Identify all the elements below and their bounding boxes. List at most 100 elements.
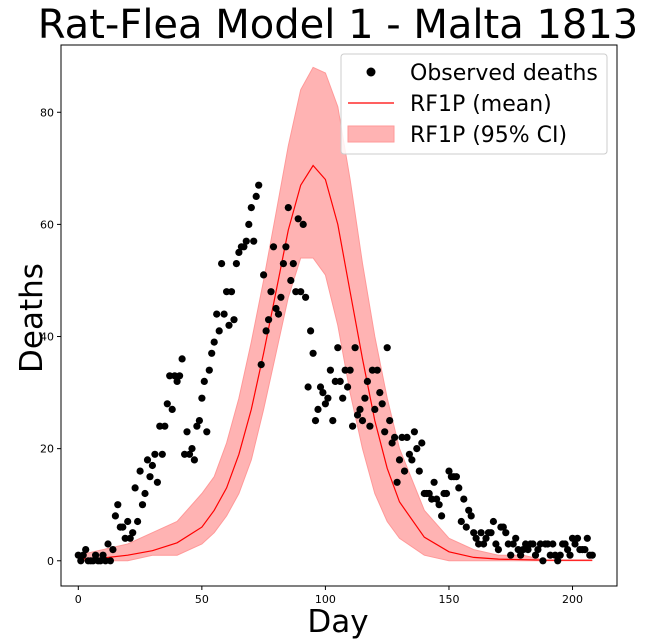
observed-point [267, 288, 275, 296]
observed-point [119, 523, 127, 531]
observed-point [353, 411, 362, 419]
observed-point [158, 450, 166, 458]
observed-point [96, 557, 105, 565]
observed-point [213, 310, 221, 318]
x-tick-label: 200 [562, 593, 583, 606]
observed-point [163, 400, 171, 408]
observed-point [203, 428, 211, 436]
observed-point [247, 204, 255, 212]
y-axis-label: Deaths [14, 263, 50, 373]
observed-point [512, 534, 520, 542]
observed-point [561, 540, 569, 548]
observed-point [366, 422, 374, 430]
observed-point [487, 529, 495, 537]
observed-point [433, 495, 441, 503]
observed-point [309, 349, 317, 357]
observed-point [319, 389, 327, 397]
observed-point [138, 501, 147, 509]
observed-point [304, 383, 312, 391]
legend-label: RF1P (mean) [410, 92, 552, 117]
plot-area [74, 66, 596, 565]
observed-point [134, 517, 142, 526]
observed-point [376, 389, 384, 397]
y-tick-label: 80 [40, 106, 54, 119]
observed-point [225, 321, 233, 329]
observed-point [316, 383, 325, 391]
observed-point [277, 293, 285, 301]
legend-marker-observed [366, 67, 376, 77]
legend-label: Observed deaths [410, 61, 598, 86]
observed-point [571, 540, 579, 548]
observed-point [351, 344, 359, 352]
observed-point [146, 473, 154, 481]
observed-point [252, 192, 260, 200]
observed-point [230, 316, 238, 324]
axes-frame [60, 44, 618, 587]
observed-point [178, 355, 186, 363]
observed-point [378, 400, 386, 408]
legend-patch-ci [347, 125, 395, 143]
observed-point [568, 534, 577, 542]
observed-point [388, 439, 396, 447]
observed-point [413, 445, 421, 453]
observed-point [435, 501, 443, 509]
observed-point [77, 557, 85, 565]
observed-point [395, 456, 404, 464]
observed-point [554, 557, 562, 565]
observed-point [282, 243, 290, 251]
observed-point [381, 428, 389, 436]
x-tick-label: 150 [438, 593, 459, 606]
observed-point [398, 433, 406, 441]
observed-point [334, 344, 342, 352]
observed-point [114, 501, 122, 509]
observed-point [227, 288, 236, 296]
observed-point [153, 478, 161, 486]
observed-point [403, 433, 411, 441]
observed-point [131, 484, 139, 492]
observed-point [99, 551, 107, 559]
observed-point [106, 557, 114, 565]
observed-point [324, 394, 332, 402]
observed-point [430, 478, 438, 486]
observed-point [492, 540, 500, 548]
observed-point [346, 366, 354, 374]
observed-point [517, 551, 525, 559]
observed-point [274, 310, 283, 318]
observed-point [262, 327, 270, 335]
observed-point [255, 181, 263, 189]
observed-point [455, 484, 463, 492]
observed-point [124, 517, 132, 526]
observed-point [260, 271, 268, 279]
observed-point [425, 489, 433, 498]
observed-point [564, 546, 572, 554]
observed-point [400, 467, 409, 475]
observed-point [442, 489, 451, 498]
observed-point [507, 551, 515, 559]
observed-point [314, 405, 322, 413]
x-tick-label: 100 [315, 593, 336, 606]
legend-label: RF1P (95% CI) [410, 123, 567, 148]
observed-point [405, 450, 413, 458]
observed-point [311, 417, 320, 425]
observed-point [109, 546, 117, 554]
observed-point [218, 260, 226, 268]
observed-point [129, 529, 137, 537]
axes: 0 50 100 150 200 0 20 40 60 80 [40, 44, 618, 606]
observed-point [410, 428, 418, 436]
observed-point [326, 366, 334, 374]
observed-point [460, 495, 468, 503]
observed-point [232, 260, 240, 268]
observed-point [195, 417, 203, 425]
observed-point [287, 276, 295, 285]
observed-point [210, 338, 218, 346]
observed-point [361, 394, 369, 402]
observed-point [509, 540, 517, 548]
observed-point [92, 551, 100, 559]
observed-point [104, 540, 112, 548]
observed-point [457, 517, 465, 526]
observed-point [269, 243, 278, 251]
observed-point [373, 366, 381, 374]
observed-point [79, 551, 87, 559]
observed-point [242, 237, 250, 245]
